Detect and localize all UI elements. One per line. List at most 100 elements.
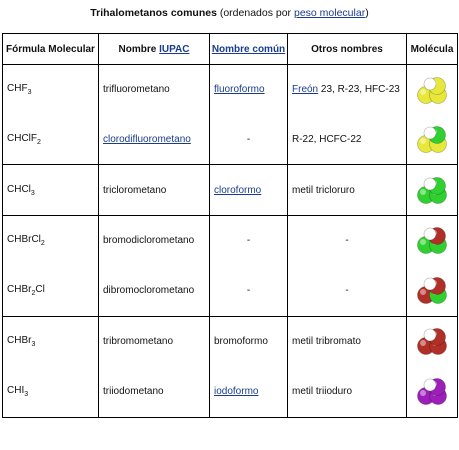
fluoroform-molecule-icon <box>417 76 447 104</box>
other-names-cell: metil tricloruro <box>287 164 407 216</box>
other-names-cell: metil triioduro <box>287 365 407 418</box>
other-names: 23, R-23, HFC-23 <box>318 84 400 96</box>
trihalomethanes-table: Fórmula Molecular Nombre IUPAC Nombre co… <box>2 33 458 418</box>
other-names: metil triioduro <box>292 385 353 397</box>
iupac-name-cell: triiodometano <box>98 365 210 418</box>
common-name: - <box>246 284 251 296</box>
halogen-atom-highlight <box>420 239 426 246</box>
formula-cell: CHBr2Cl <box>2 264 99 317</box>
iupac-name-link[interactable]: clorodifluorometano <box>103 133 191 145</box>
hydrogen-atom-highlight <box>425 381 430 386</box>
table-row: CHClF2 clorodifluorometano - R-22, HCFC-22 <box>2 114 458 165</box>
other-names-cell: Freón 23, R-23, HFC-23 <box>287 64 407 115</box>
formula-base: CHI <box>7 384 25 396</box>
bromoform-molecule-icon <box>417 328 447 356</box>
hydrogen-atom-highlight <box>425 179 430 184</box>
formula-subscript: 3 <box>30 189 35 197</box>
common-name-cell: iodoformo <box>209 365 288 418</box>
header-iupac-prefix: Nombre <box>118 43 160 55</box>
hydrogen-atom <box>423 177 437 191</box>
iupac-name-cell: tribromometano <box>98 316 210 366</box>
common-name-cell: - <box>209 264 288 317</box>
table-row: CHI3 triiodometano iodoformo metil triiodur… <box>2 365 458 418</box>
other-names-cell: - <box>287 264 407 317</box>
molecule-cell <box>406 316 458 366</box>
header-common: Nombre común <box>209 33 288 65</box>
common-name-link[interactable]: fluoroformo <box>214 84 265 96</box>
common-name: bromoformo <box>214 335 268 347</box>
formula-cell: CHBr3 <box>2 316 99 366</box>
formula-cell: CHF3 <box>2 64 99 115</box>
table-row: CHBr2Cl dibromoclorometano - - <box>2 264 458 317</box>
table-caption: Trihalometanos comunes (ordenados por pe… <box>0 7 459 19</box>
hydrogen-atom-highlight <box>425 331 430 336</box>
iupac-name-cell: clorodifluorometano <box>98 114 210 165</box>
table-body: CHF3 trifluorometano fluoroformo Freón 23, … <box>2 64 458 418</box>
table-row: CHBr3 tribromometano bromoformo metil tribr… <box>2 316 458 366</box>
other-names: metil tricloruro <box>292 184 355 196</box>
hydrogen-atom-highlight <box>425 230 430 235</box>
molecule-cell <box>406 264 458 317</box>
molecule-cell <box>406 114 458 165</box>
hydrogen-atom <box>423 77 437 91</box>
molecule-cell <box>406 365 458 418</box>
iupac-name: triiodometano <box>103 385 164 397</box>
header-formula: Fórmula Molecular <box>2 33 99 65</box>
formula-base: CHBr <box>7 334 32 346</box>
formula-cell: CHClF2 <box>2 114 99 165</box>
common-name-cell: bromoformo <box>209 316 288 366</box>
other-names-cell: - <box>287 215 407 265</box>
common-name-link[interactable]: cloroformo <box>214 184 262 196</box>
iupac-name-cell: dibromoclorometano <box>98 264 210 317</box>
formula-base: CHBr <box>7 283 32 295</box>
common-name-cell: cloroformo <box>209 164 288 216</box>
caption-title: Trihalometanos comunes <box>90 7 217 19</box>
chlorodifluoromethane-molecule-icon <box>417 126 447 154</box>
hydrogen-atom <box>423 227 437 241</box>
other-names: - <box>345 284 349 296</box>
formula-base: CHBrCl <box>7 233 41 245</box>
common-name-link[interactable]: iodoformo <box>214 385 259 397</box>
formula-tail: Cl <box>35 283 45 295</box>
formula-cell: CHCl3 <box>2 164 99 216</box>
molecule-cell <box>406 64 458 115</box>
common-name-link[interactable]: Nombre común <box>211 43 286 55</box>
iupac-name: trifluorometano <box>103 84 170 96</box>
iupac-name-cell: bromodiclorometano <box>98 215 210 265</box>
halogen-atom-highlight <box>420 88 426 95</box>
chloroform-molecule-icon <box>417 177 447 204</box>
formula-base: CHClF <box>7 132 37 144</box>
table-row: CHBrCl2 bromodiclorometano - - <box>2 215 458 265</box>
common-name-cell: - <box>209 114 288 165</box>
table-row: CHF3 trifluorometano fluoroformo Freón 23, … <box>2 64 458 115</box>
hydrogen-atom-highlight <box>425 79 430 84</box>
common-name-cell: - <box>209 215 288 265</box>
common-name: - <box>246 234 251 246</box>
other-names-cell: metil tribromato <box>287 316 407 366</box>
molecule-cell <box>406 215 458 265</box>
iupac-link[interactable]: IUPAC <box>159 43 190 55</box>
iupac-name: tribromometano <box>103 335 174 347</box>
hydrogen-atom <box>423 378 437 392</box>
hydrogen-atom <box>423 328 437 342</box>
iupac-name: dibromoclorometano <box>103 284 195 296</box>
freon-link[interactable]: Freón <box>292 84 319 96</box>
formula-cell: CHBrCl2 <box>2 215 99 265</box>
iodoform-molecule-icon <box>417 378 447 406</box>
hydrogen-atom <box>423 126 437 140</box>
halogen-atom-highlight <box>420 138 426 145</box>
hydrogen-atom <box>423 277 437 291</box>
other-names: R-22, HCFC-22 <box>292 133 362 145</box>
molecular-weight-link[interactable]: peso molecular <box>293 7 366 19</box>
header-molecule: Molécula <box>406 33 458 65</box>
caption-prefix: (ordenados por <box>216 7 294 19</box>
common-name-cell: fluoroformo <box>209 64 288 115</box>
bromodichloromethane-molecule-icon <box>417 227 447 255</box>
table-row: CHCl3 triclorometano cloroformo metil tricl… <box>2 164 458 216</box>
other-names: - <box>345 234 349 246</box>
formula-subscript: 2 <box>31 289 36 297</box>
caption-suffix: ) <box>365 7 369 19</box>
iupac-name-cell: triclorometano <box>98 164 210 216</box>
molecule-cell <box>406 164 458 216</box>
formula-subscript: 2 <box>40 239 45 247</box>
